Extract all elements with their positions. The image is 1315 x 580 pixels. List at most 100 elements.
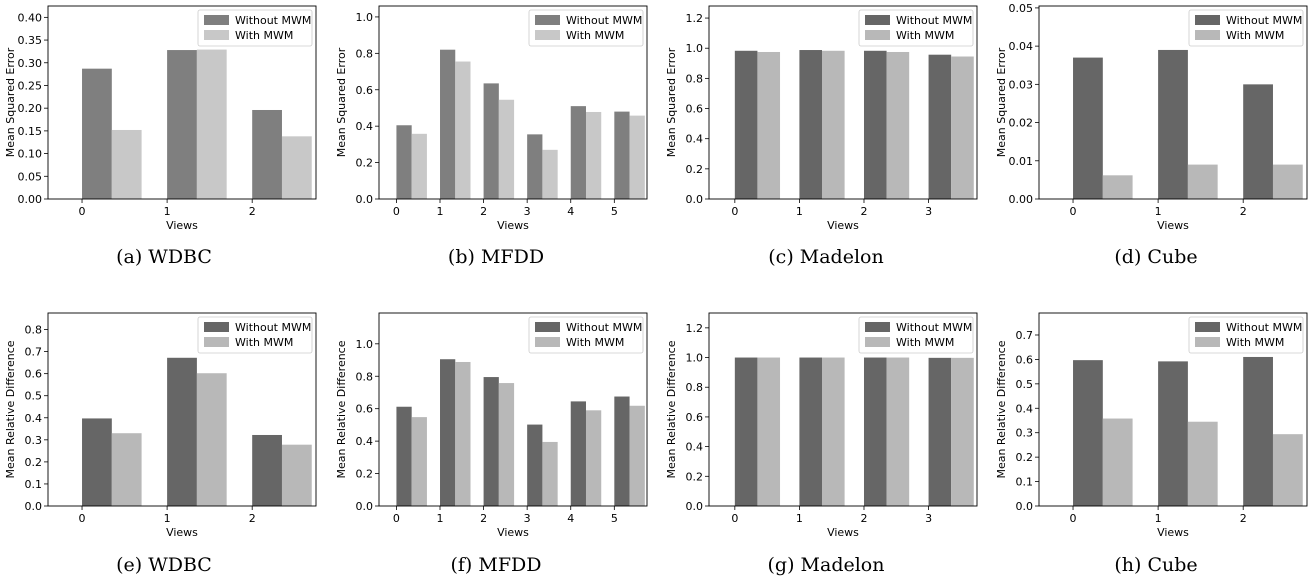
bar-with-mwm-view-2 (498, 99, 515, 199)
y-axis-label: Mean Relative Difference (995, 340, 1008, 478)
y-tick-label: 0.2 (686, 163, 704, 176)
bar-without-mwm-view-0 (734, 357, 758, 506)
legend-swatch (535, 337, 560, 347)
chart-caption: (g) Madelon (768, 554, 885, 576)
legend-label: With MWM (896, 336, 954, 349)
legend-label: Without MWM (235, 321, 311, 334)
bar-with-mwm-view-0 (757, 357, 781, 506)
bar-without-mwm-view-3 (527, 424, 543, 506)
bar-without-mwm-view-1 (1158, 49, 1188, 200)
x-axis-label: Views (497, 526, 529, 539)
y-tick-label: 0.0 (25, 500, 43, 513)
bar-without-mwm-view-0 (1073, 360, 1103, 506)
y-tick-label: 0.4 (25, 412, 43, 425)
y-tick-label: 0.2 (25, 456, 43, 469)
bar-with-mwm-view-1 (1187, 164, 1218, 199)
y-axis-label: Mean Squared Error (665, 47, 678, 157)
x-tick-label: 0 (731, 205, 738, 218)
bar-with-mwm-view-1 (1187, 421, 1218, 506)
legend-label: Without MWM (896, 14, 972, 27)
legend-label: With MWM (235, 29, 293, 42)
bar-with-mwm-view-3 (542, 441, 558, 506)
bar-without-mwm-view-0 (396, 406, 412, 506)
legend-swatch (204, 30, 229, 40)
x-tick-label: 4 (567, 512, 574, 525)
bar-without-mwm-view-2 (863, 357, 887, 506)
legend-label: With MWM (235, 336, 293, 349)
bar-without-mwm-view-2 (863, 50, 887, 199)
bar-without-mwm-view-0 (734, 50, 758, 199)
bar-with-mwm-view-4 (585, 410, 602, 506)
bar-without-mwm-view-0 (82, 68, 112, 199)
x-tick-label: 1 (1155, 512, 1162, 525)
bar-with-mwm-view-2 (886, 357, 910, 506)
y-tick-label: 0.7 (25, 346, 43, 359)
x-axis-label: Views (166, 219, 198, 232)
legend-swatch (535, 322, 560, 332)
chart-caption: (c) Madelon (768, 246, 883, 268)
y-tick-label: 0.4 (356, 120, 374, 133)
chart-panel-2: 0.0 0.2 0.4 0.6 0.8 1.0 0 1 2 3 4 5 Views Mean Square… (335, 5, 648, 268)
bar-with-mwm-view-2 (886, 51, 910, 199)
bar-without-mwm-view-2 (252, 434, 282, 506)
legend-label: With MWM (1226, 336, 1284, 349)
legend-label: Without MWM (1226, 14, 1302, 27)
y-tick-label: 0.5 (25, 390, 43, 403)
y-tick-label: 1.0 (356, 11, 374, 24)
bar-with-mwm-view-0 (111, 433, 142, 506)
bar-without-mwm-view-3 (527, 134, 543, 199)
x-tick-label: 1 (164, 512, 171, 525)
bar-without-mwm-view-2 (483, 377, 499, 506)
y-tick-label: 0.03 (1009, 78, 1034, 91)
y-tick-label: 0.10 (18, 148, 43, 161)
legend-label: With MWM (566, 29, 624, 42)
axes-frame (1038, 312, 1308, 507)
y-tick-label: 0.2 (356, 468, 374, 481)
chart-panel-3: 0.0 0.2 0.4 0.6 0.8 1.0 1.2 0 1 2 3 Views Mean Squar… (665, 5, 978, 268)
bar-with-mwm-view-0 (411, 417, 427, 506)
y-tick-label: 0.8 (25, 324, 43, 337)
y-tick-label: 0.02 (1009, 117, 1034, 130)
x-axis-label: Views (166, 526, 198, 539)
legend-swatch (1195, 322, 1220, 332)
bar-with-mwm-view-3 (951, 56, 974, 200)
y-tick-label: 0.2 (686, 470, 704, 483)
bar-without-mwm-view-4 (570, 106, 586, 199)
x-tick-label: 0 (1070, 205, 1077, 218)
y-tick-label: 1.2 (686, 322, 704, 335)
y-tick-label: 0.35 (18, 34, 43, 47)
legend-swatch (1195, 30, 1220, 40)
bar-without-mwm-view-3 (928, 357, 952, 506)
chart-panel-7: 0.0 0.2 0.4 0.6 0.8 1.0 1.2 0 1 2 3 Views Mean Relat… (665, 312, 978, 576)
y-tick-label: 0.20 (18, 102, 43, 115)
bar-with-mwm-view-2 (1272, 164, 1303, 199)
y-tick-label: 0.0 (356, 193, 374, 206)
axes-frame (708, 312, 978, 507)
y-tick-label: 0.05 (18, 170, 43, 183)
x-tick-label: 0 (731, 512, 738, 525)
y-axis-label: Mean Squared Error (4, 47, 17, 157)
y-tick-label: 0.8 (356, 370, 374, 383)
y-tick-label: 0.1 (1016, 476, 1034, 489)
x-tick-label: 5 (611, 205, 618, 218)
axes-frame (378, 312, 648, 507)
legend-swatch (535, 15, 560, 25)
y-axis-label: Mean Squared Error (995, 47, 1008, 157)
legend-swatch (865, 337, 890, 347)
x-tick-label: 1 (1155, 205, 1162, 218)
y-tick-label: 0.25 (18, 79, 43, 92)
legend-swatch (204, 322, 229, 332)
y-tick-label: 0.0 (356, 500, 374, 513)
y-tick-label: 0.3 (25, 434, 43, 447)
axes-frame (378, 5, 648, 200)
bar-with-mwm-view-1 (196, 49, 227, 199)
bar-without-mwm-view-5 (614, 396, 630, 506)
bar-with-mwm-view-0 (111, 129, 142, 199)
y-tick-label: 0.8 (686, 381, 704, 394)
y-axis-label: Mean Relative Difference (335, 340, 348, 478)
bar-with-mwm-view-2 (498, 383, 515, 506)
chart-panel-5: 0.0 0.1 0.2 0.3 0.4 0.5 0.6 0.7 0.8 0 1 2 Views Mean … (4, 312, 317, 576)
bar-with-mwm-view-1 (196, 373, 227, 506)
legend-swatch (865, 322, 890, 332)
x-tick-label: 2 (480, 512, 487, 525)
